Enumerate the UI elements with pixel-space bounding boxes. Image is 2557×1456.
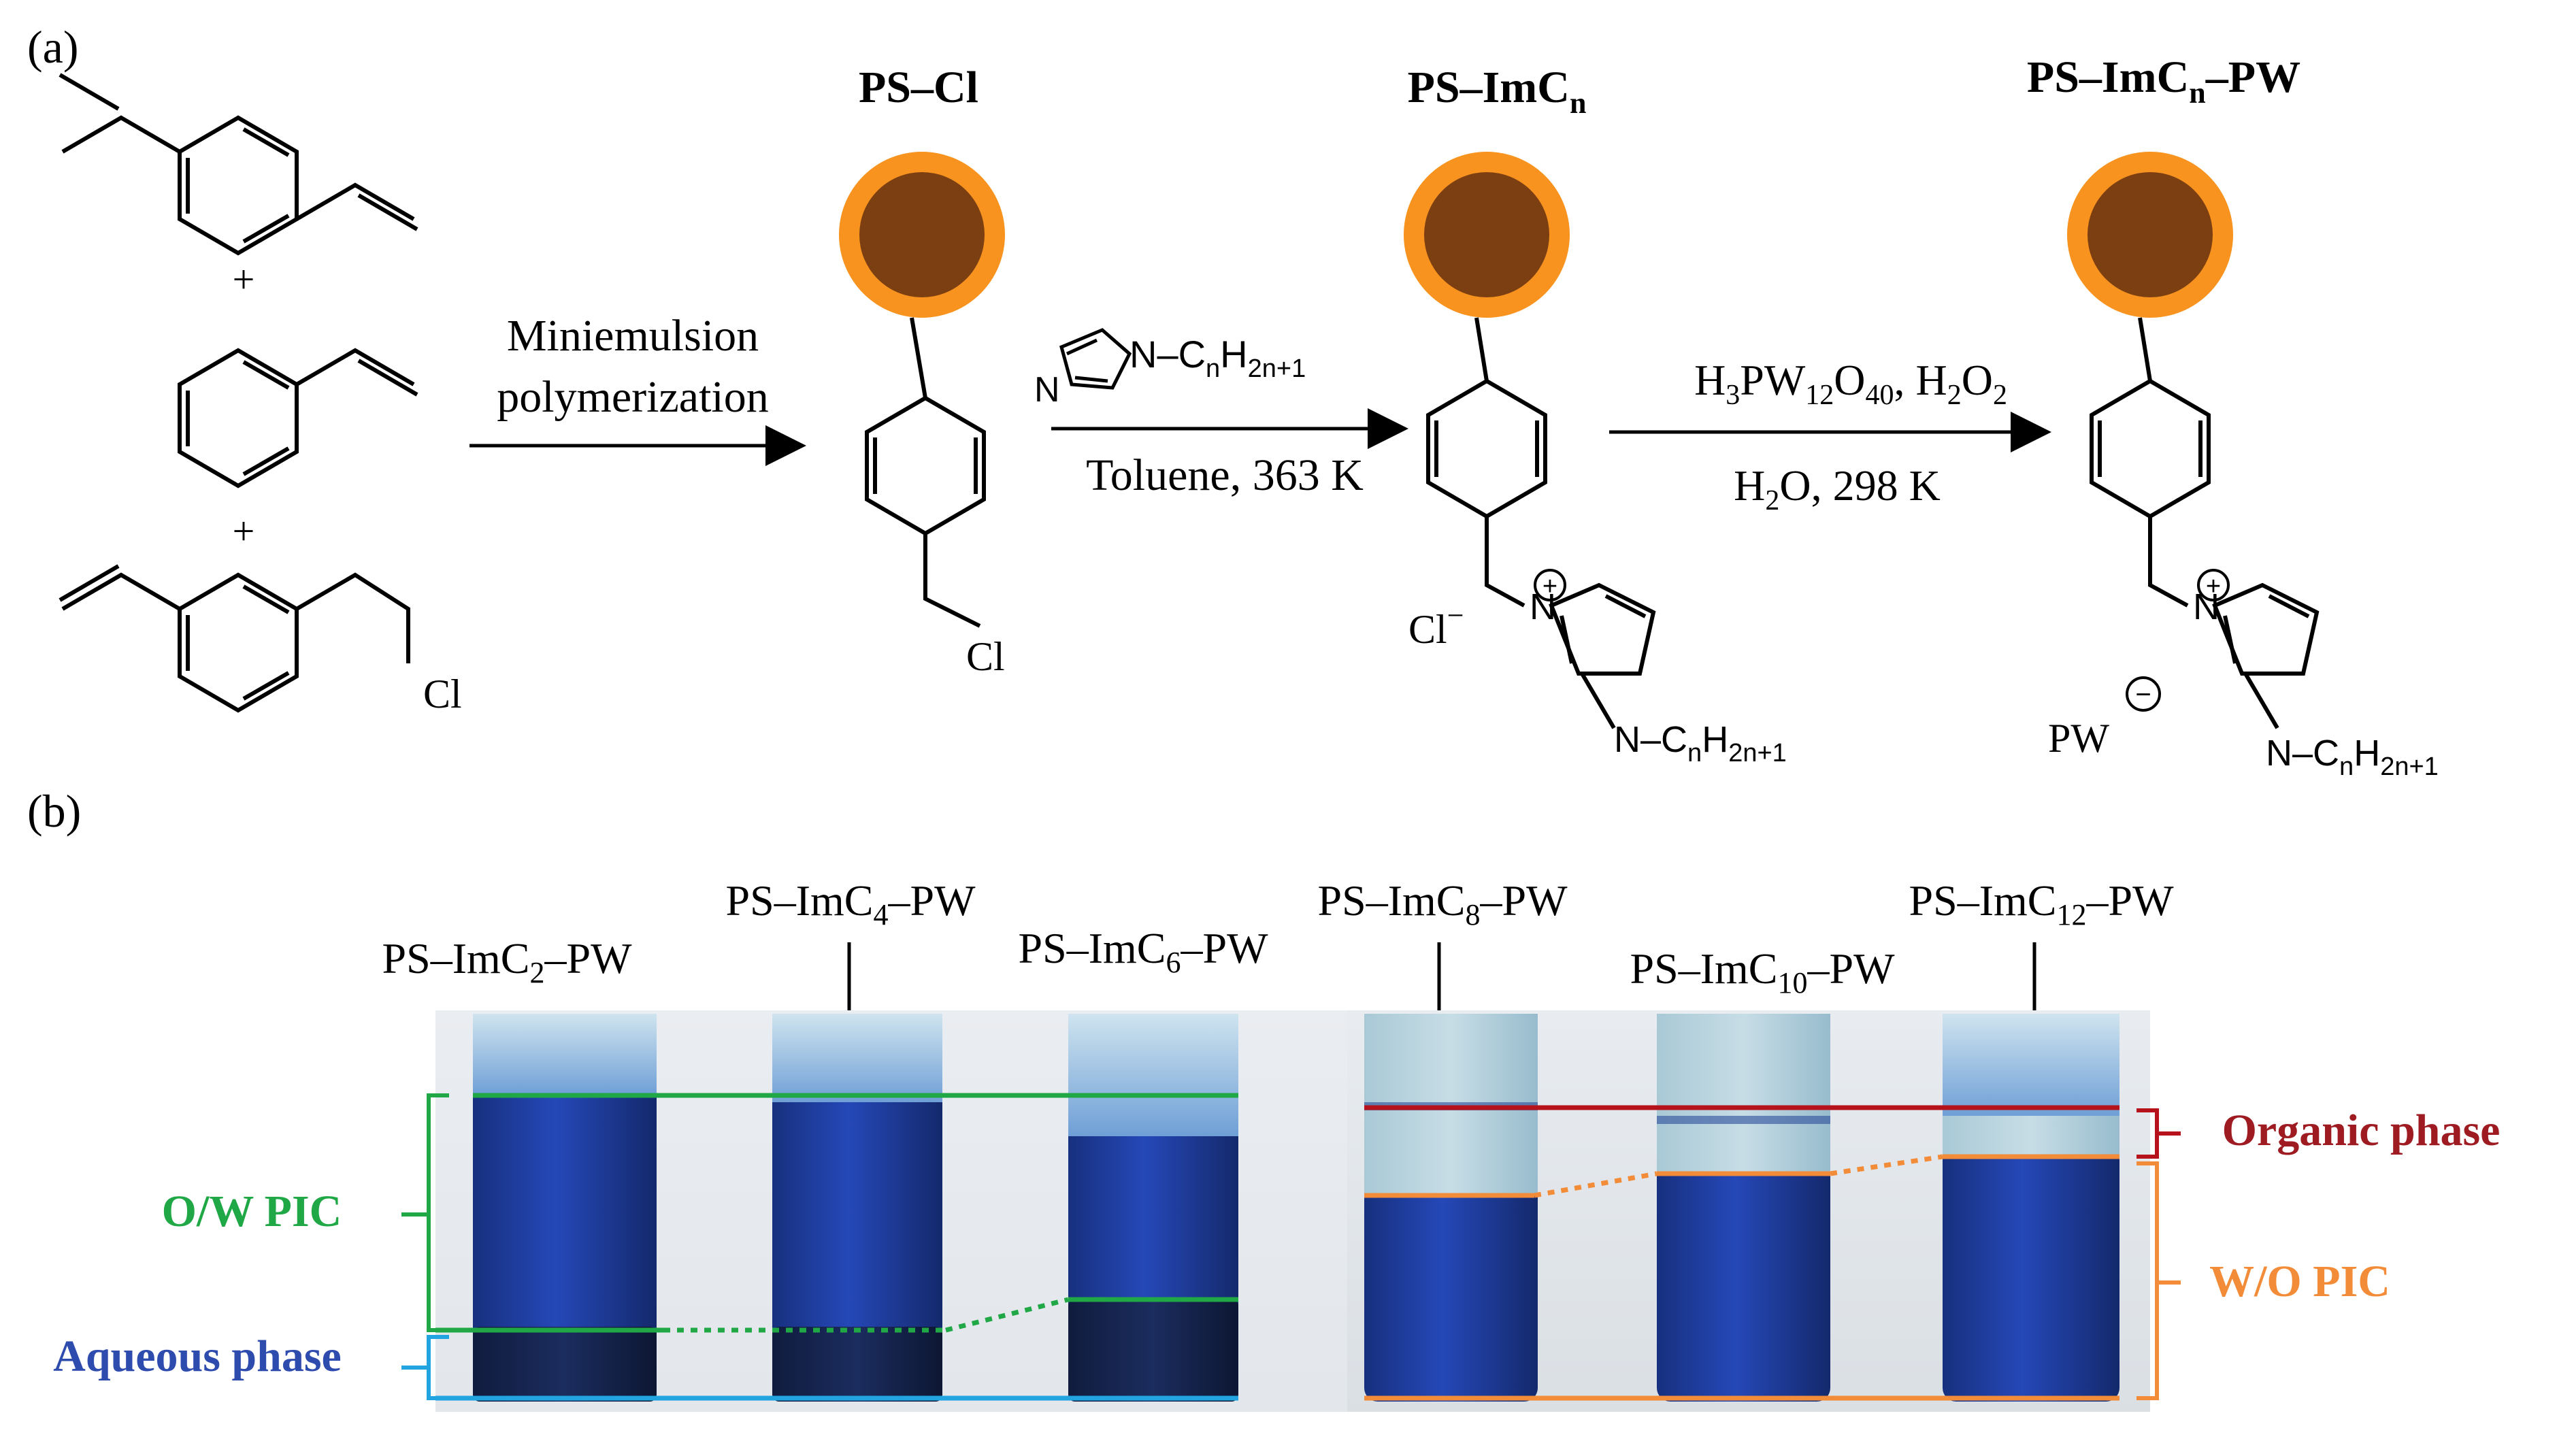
product2-title: PS–ImCn <box>1408 63 1587 120</box>
plus-charge-symbol: + <box>2206 572 2221 601</box>
product3-structure <box>2090 317 2320 729</box>
brackets <box>401 1093 2181 1400</box>
aqueous-phase-label: Aqueous phase <box>53 1331 342 1381</box>
product2-ring-bond <box>1580 672 1616 729</box>
wo-dotted-slope-2 <box>1830 1154 1943 1176</box>
product1-cl-label: Cl <box>966 634 1005 679</box>
product3-cation-n: N <box>2193 586 2220 627</box>
tube-label-leaders <box>847 942 2036 1010</box>
reagent-imidazole-n: N <box>1034 370 1060 410</box>
test-tube-c10 <box>1657 1014 1830 1402</box>
organic-phase-label: Organic phase <box>2222 1106 2501 1155</box>
product2-cation-n: N <box>1530 586 1556 627</box>
product3-title: PS–ImCn–PW <box>2027 52 2300 110</box>
wo-pic-label: W/O PIC <box>2209 1257 2390 1306</box>
tube-label-c10: PS–ImC10–PW <box>1630 944 1896 999</box>
plus-charge-circle <box>2197 569 2230 601</box>
monomer-cl-label: Cl <box>423 672 462 716</box>
product3-counterion: PW <box>2048 716 2109 761</box>
organic-bracket <box>2137 1108 2181 1159</box>
interface-lines <box>435 1093 2119 1401</box>
tube-label-c4: PS–ImC4–PW <box>726 876 976 931</box>
product2-counterion: Cl− <box>1408 599 1464 652</box>
tube-label-c8: PS–ImC8–PW <box>1318 876 1568 931</box>
polymer-sphere-core <box>2088 172 2213 297</box>
test-tube-c12 <box>1943 1014 2119 1402</box>
product2-chain: N–CnH2n+1 <box>1614 719 1787 767</box>
plus-charge-circle <box>1534 569 1566 601</box>
step3-reagents: H3PW12O40, H2O2 <box>1694 356 2007 411</box>
product3-chain: N–CnH2n+1 <box>2266 733 2439 781</box>
product1-structure <box>865 317 986 628</box>
aqueous-bracket <box>401 1335 449 1400</box>
test-tube-c2 <box>473 1014 657 1402</box>
vinylbenzyl-chloride-structure <box>59 564 410 713</box>
divinylbenzene-structure <box>59 73 418 256</box>
tube-label-c2: PS–ImC2–PW <box>382 934 633 989</box>
minus-charge-symbol: − <box>2135 680 2151 710</box>
panel-b-label: (b) <box>27 785 81 837</box>
step1-label-line2: polymerization <box>497 372 769 422</box>
test-tube-c6 <box>1068 1014 1238 1402</box>
reagent-n-chain: N–CnH2n+1 <box>1129 333 1306 383</box>
styrene-structure <box>178 348 418 489</box>
minus-charge-circle <box>2126 676 2161 712</box>
plus-charge-symbol: + <box>1543 572 1557 601</box>
wo-bracket <box>2137 1161 2181 1400</box>
ow-bracket <box>401 1093 449 1332</box>
tube-label-c6: PS–ImC6–PW <box>1019 924 1269 979</box>
step1-label-line1: Miniemulsion <box>507 311 759 361</box>
tube-label-c12: PS–ImC12–PW <box>1909 876 2175 931</box>
plus-sign: + <box>233 509 255 553</box>
plus-sign: + <box>233 257 255 301</box>
step3-condition: H2O, 298 K <box>1734 461 1941 516</box>
tube-labels: PS–ImC2–PW PS–ImC4–PW PS–ImC6–PW PS–ImC8… <box>382 876 2175 999</box>
step2-condition: Toluene, 363 K <box>1086 450 1364 500</box>
test-tube-c8 <box>1364 1014 1538 1402</box>
polymer-sphere-core <box>859 172 985 297</box>
product1-title: PS–Cl <box>859 63 978 112</box>
product2-structure <box>1426 317 1656 676</box>
polymer-sphere-core <box>1424 172 1549 297</box>
imidazole-reagent-structure <box>1059 328 1132 390</box>
ow-pic-label: O/W PIC <box>162 1187 342 1236</box>
test-tube-c4 <box>772 1014 942 1402</box>
panel-a-label: (a) <box>27 21 78 73</box>
